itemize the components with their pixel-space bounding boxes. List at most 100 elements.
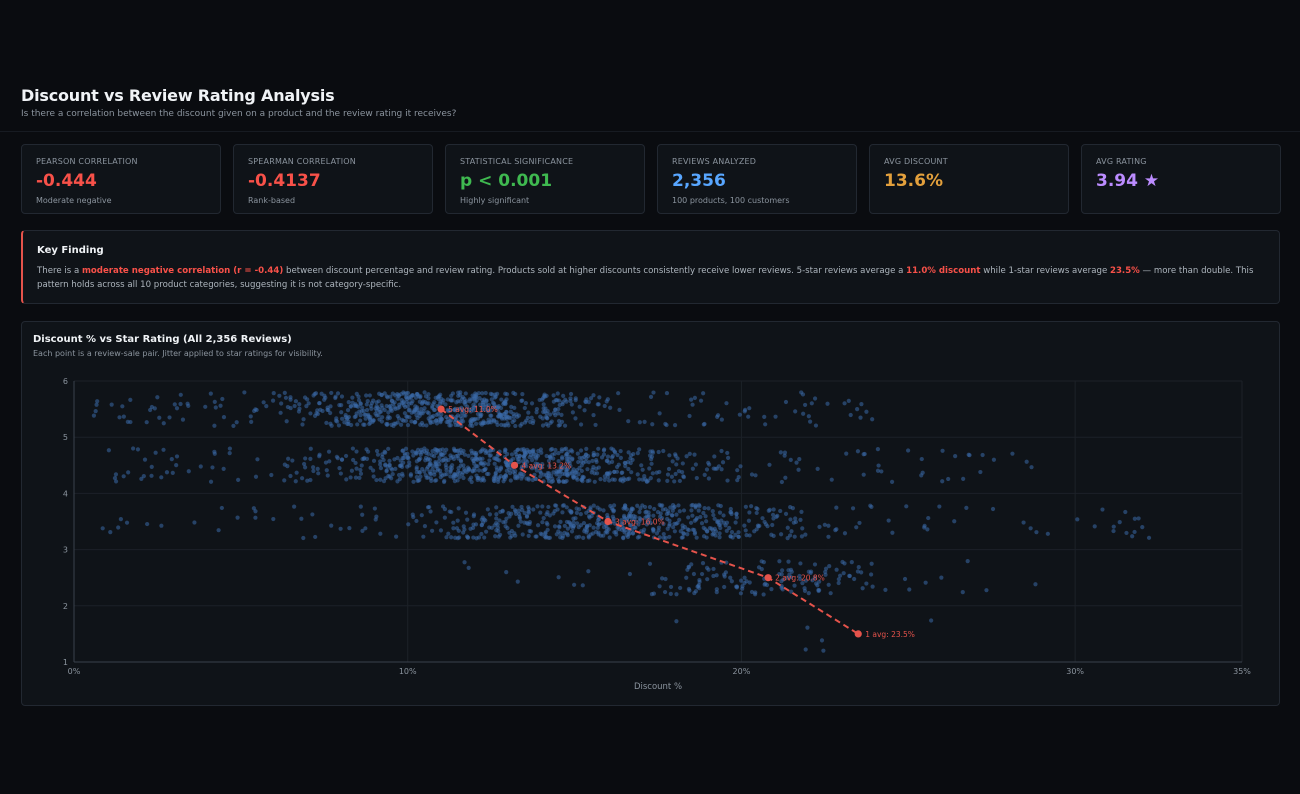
stat-card-reviews: REVIEWS ANALYZED 2,356 100 products, 100…	[657, 144, 857, 214]
scatter-point	[502, 416, 507, 421]
avg-point	[764, 574, 772, 582]
scatter-point	[516, 523, 521, 528]
scatter-point	[610, 507, 615, 512]
scatter-point	[551, 393, 556, 398]
scatter-point	[674, 619, 679, 624]
scatter-point	[697, 579, 702, 584]
scatter-point	[402, 411, 408, 416]
scatter-point	[540, 520, 545, 525]
x-axis-label: Discount %	[634, 682, 682, 692]
scatter-point	[458, 414, 463, 419]
scatter-point	[469, 406, 475, 411]
scatter-point	[482, 397, 487, 402]
scatter-point	[494, 516, 499, 521]
scatter-band-3-star	[100, 502, 1152, 541]
scatter-point	[375, 452, 381, 457]
scatter-point	[712, 526, 717, 531]
scatter-point	[904, 504, 909, 509]
scatter-point	[551, 456, 556, 461]
scatter-point	[459, 405, 464, 410]
scatter-point	[526, 410, 531, 415]
scatter-point	[562, 447, 567, 452]
scatter-point	[566, 456, 571, 461]
scatter-point	[434, 520, 439, 525]
scatter-point	[438, 528, 444, 533]
scatter-point	[602, 477, 607, 482]
scatter-point	[323, 460, 329, 465]
scatter-point	[862, 451, 867, 457]
scatter-point	[817, 524, 822, 529]
scatter-point	[520, 398, 525, 403]
scatter-point	[633, 525, 638, 530]
scatter-point	[964, 505, 969, 510]
scatter-point	[648, 475, 653, 481]
scatter-point	[346, 399, 351, 405]
scatter-point	[504, 397, 509, 402]
scatter-point	[313, 534, 318, 540]
scatter-point	[456, 469, 461, 474]
page-subtitle: Is there a correlation between the disco…	[21, 109, 457, 119]
scatter-point	[886, 518, 891, 523]
scatter-point	[159, 523, 164, 528]
scatter-point	[424, 450, 429, 456]
scatter-point	[699, 571, 705, 577]
scatter-point	[428, 471, 433, 476]
scatter-point	[387, 458, 392, 463]
scatter-point	[826, 534, 831, 539]
scatter-point	[378, 466, 384, 471]
scatter-point	[783, 475, 788, 480]
scatter-point	[1021, 520, 1026, 525]
scatter-point	[453, 422, 458, 428]
scatter-point	[462, 452, 467, 457]
scatter-point	[422, 390, 427, 395]
scatter-point	[573, 416, 578, 421]
scatter-point	[519, 504, 524, 510]
scatter-point	[573, 398, 578, 403]
scatter-point	[719, 448, 724, 454]
scatter-point	[161, 447, 166, 452]
scatter-point	[539, 450, 544, 455]
scatter-point	[393, 466, 398, 471]
scatter-point	[544, 473, 549, 478]
scatter-point	[658, 514, 663, 519]
scatter-point	[113, 472, 119, 477]
scatter-point	[473, 421, 479, 426]
scatter-point	[696, 502, 702, 507]
scatter-point	[422, 523, 428, 529]
scatter-point	[365, 399, 370, 404]
scatter-point	[650, 471, 655, 476]
scatter-point	[728, 534, 733, 539]
scatter-point	[591, 453, 596, 458]
scatter-point	[159, 475, 164, 480]
scatter-point	[556, 423, 561, 428]
scatter-point	[685, 532, 690, 537]
scatter-point	[242, 390, 247, 395]
scatter-point	[834, 567, 839, 572]
scatter-point	[478, 461, 484, 466]
scatter-point	[642, 504, 648, 510]
scatter-point	[455, 518, 460, 523]
scatter-point	[358, 467, 363, 473]
scatter-point	[571, 520, 576, 525]
scatter-point	[221, 415, 227, 420]
stat-card-pearson: PEARSON CORRELATION -0.444 Moderate nega…	[21, 144, 221, 214]
scatter-point	[428, 509, 433, 514]
scatter-point	[937, 504, 942, 509]
scatter-point	[779, 585, 784, 590]
scatter-point	[297, 402, 302, 407]
scatter-point	[426, 411, 431, 416]
scatter-point	[491, 418, 497, 423]
scatter-point	[409, 393, 414, 398]
scatter-point	[575, 451, 580, 456]
scatter-point	[817, 579, 822, 584]
stat-value: p < 0.001	[460, 171, 553, 191]
scatter-point	[277, 393, 282, 398]
page-title: Discount vs Review Rating Analysis	[21, 86, 335, 105]
scatter-point	[783, 399, 789, 405]
scatter-point	[121, 414, 126, 419]
scatter-point	[149, 464, 154, 469]
stat-sub: 100 products, 100 customers	[672, 196, 790, 205]
scatter-point	[367, 393, 372, 398]
scatter-point	[492, 475, 497, 480]
scatter-point	[293, 479, 298, 484]
